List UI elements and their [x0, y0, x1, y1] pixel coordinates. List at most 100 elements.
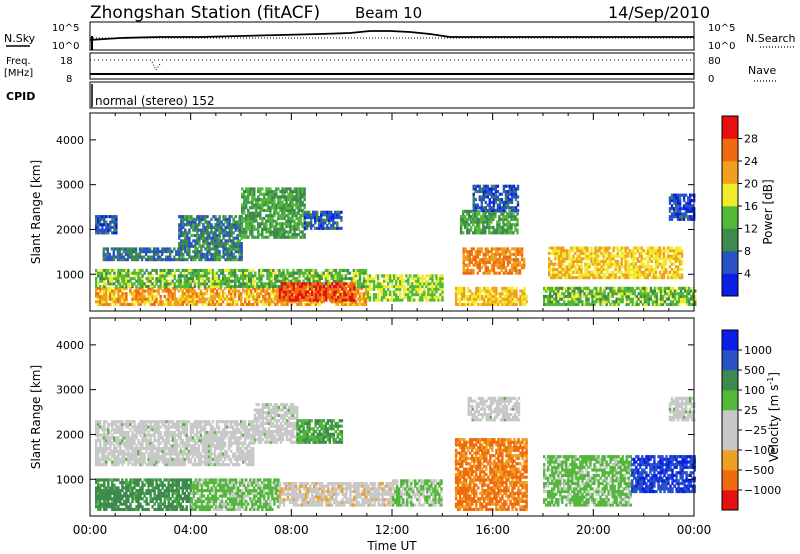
heatmap-cell: [378, 298, 382, 302]
heatmap-cell: [482, 255, 485, 259]
heatmap-cell: [474, 184, 477, 188]
heatmap-cell: [207, 277, 211, 281]
heatmap-cell: [283, 214, 286, 218]
heatmap-cell: [598, 268, 601, 272]
heatmap-cell: [401, 298, 404, 302]
heatmap-cell: [353, 295, 356, 299]
heatmap-cell: [407, 277, 410, 281]
heatmap-cell: [299, 235, 302, 239]
heatmap-cell: [234, 277, 237, 281]
heatmap-cell: [202, 236, 205, 240]
heatmap-cell: [271, 230, 274, 234]
heatmap-cell: [494, 200, 498, 204]
heatmap-cell: [184, 228, 187, 232]
heatmap-cell: [341, 298, 344, 302]
heatmap-cell: [621, 297, 624, 301]
heatmap-cell: [504, 190, 508, 194]
heatmap-cell: [314, 279, 317, 283]
heatmap-cell: [182, 231, 185, 235]
heatmap-cell: [149, 282, 152, 286]
heatmap-cell: [471, 294, 474, 298]
heatmap-cell: [500, 247, 504, 251]
heatmap-cell: [285, 187, 288, 191]
heatmap-cell: [268, 282, 271, 286]
heatmap-cell: [478, 184, 481, 188]
heatmap-cell: [113, 300, 116, 304]
heatmap-cell: [125, 297, 128, 301]
heatmap-cell: [139, 277, 142, 281]
heatmap-cell: [156, 258, 160, 262]
heatmap-cell: [596, 273, 599, 277]
heatmap-cell: [293, 187, 296, 191]
heatmap-cell: [401, 282, 404, 286]
heatmap-cell: [163, 277, 166, 281]
heatmap-cell: [395, 277, 398, 281]
heatmap-cell: [636, 268, 639, 272]
heatmap-cell: [188, 239, 191, 243]
heatmap-cell: [643, 292, 647, 296]
heatmap-cell: [356, 302, 360, 306]
heatmap-cell: [470, 209, 473, 213]
heatmap-cell: [119, 300, 122, 304]
heatmap-cell: [654, 268, 658, 272]
heatmap-cell: [315, 287, 318, 291]
heatmap-cell: [218, 236, 221, 240]
heatmap-cell: [161, 268, 164, 272]
heatmap-cell: [492, 247, 496, 251]
heatmap-cell: [387, 274, 390, 278]
heatmap-cell: [278, 287, 282, 291]
heatmap-cell: [143, 294, 146, 298]
heatmap-cell: [482, 215, 485, 219]
heatmap-cell: [137, 277, 140, 281]
heatmap-cell: [478, 266, 481, 270]
heatmap-cell: [296, 268, 299, 272]
heatmap-cell: [190, 255, 193, 259]
heatmap-cell: [167, 297, 170, 301]
heatmap-cell: [215, 279, 219, 283]
heatmap-cell: [289, 208, 292, 212]
heatmap-cell: [306, 274, 309, 278]
heatmap-cell: [600, 265, 603, 269]
heatmap-cell: [494, 263, 498, 267]
heatmap-cell: [624, 246, 627, 250]
heatmap-cell: [362, 300, 366, 304]
heatmap-cell: [362, 277, 366, 281]
heatmap-cell: [127, 274, 130, 278]
heatmap-cell: [171, 297, 174, 301]
heatmap-cell: [509, 286, 512, 290]
heatmap-cell: [512, 217, 515, 221]
heatmap-cell: [292, 279, 295, 283]
heatmap-cell: [198, 236, 201, 240]
heatmap-cell: [288, 271, 291, 275]
heatmap-cell: [297, 219, 300, 223]
heatmap-cell: [385, 295, 388, 299]
heatmap-cell: [119, 289, 122, 293]
heatmap-cell: [245, 227, 248, 231]
heatmap-cell: [572, 246, 575, 250]
heatmap-cell: [320, 216, 323, 220]
heatmap-cell: [419, 285, 422, 289]
heatmap-cell: [202, 228, 205, 232]
heatmap-cell: [515, 302, 518, 306]
heatmap-cell: [454, 294, 458, 298]
heatmap-cell: [198, 252, 201, 256]
heatmap-cell: [638, 276, 641, 280]
heatmap-cell: [659, 300, 663, 304]
heatmap-cell: [486, 192, 489, 196]
heatmap-cell: [573, 294, 576, 298]
heatmap-cell: [281, 235, 284, 239]
heatmap-cell: [485, 300, 488, 304]
heatmap-cell: [497, 297, 500, 301]
heatmap-cell: [667, 294, 671, 298]
heatmap-cell: [488, 206, 491, 210]
heatmap-cell: [326, 282, 329, 286]
heatmap-cell: [385, 298, 388, 302]
heatmap-cell: [573, 286, 576, 290]
heatmap-cell: [643, 289, 647, 293]
heatmap-cell: [224, 258, 227, 262]
heatmap-cell: [399, 282, 402, 286]
heatmap-cell: [331, 285, 334, 289]
heatmap-cell: [496, 231, 499, 235]
heatmap-cell: [462, 258, 465, 262]
heatmap-cell: [349, 295, 352, 299]
